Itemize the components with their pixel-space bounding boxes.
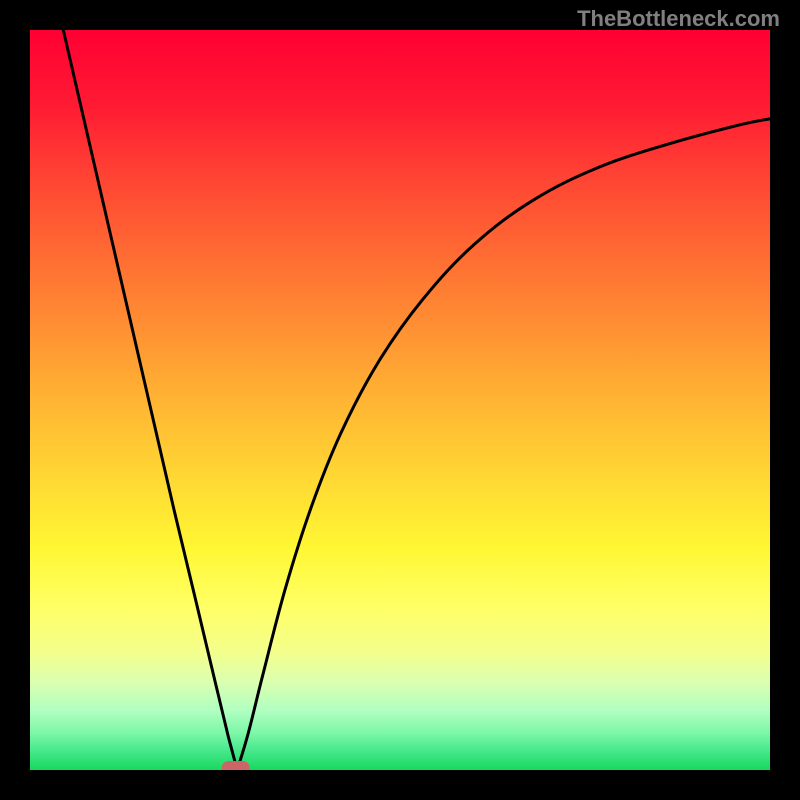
bottleneck-curve xyxy=(63,30,770,770)
min-marker xyxy=(222,761,250,770)
watermark-text: TheBottleneck.com xyxy=(577,6,780,32)
curve-layer xyxy=(30,30,770,770)
plot-area xyxy=(30,30,770,770)
chart-frame: TheBottleneck.com xyxy=(0,0,800,800)
